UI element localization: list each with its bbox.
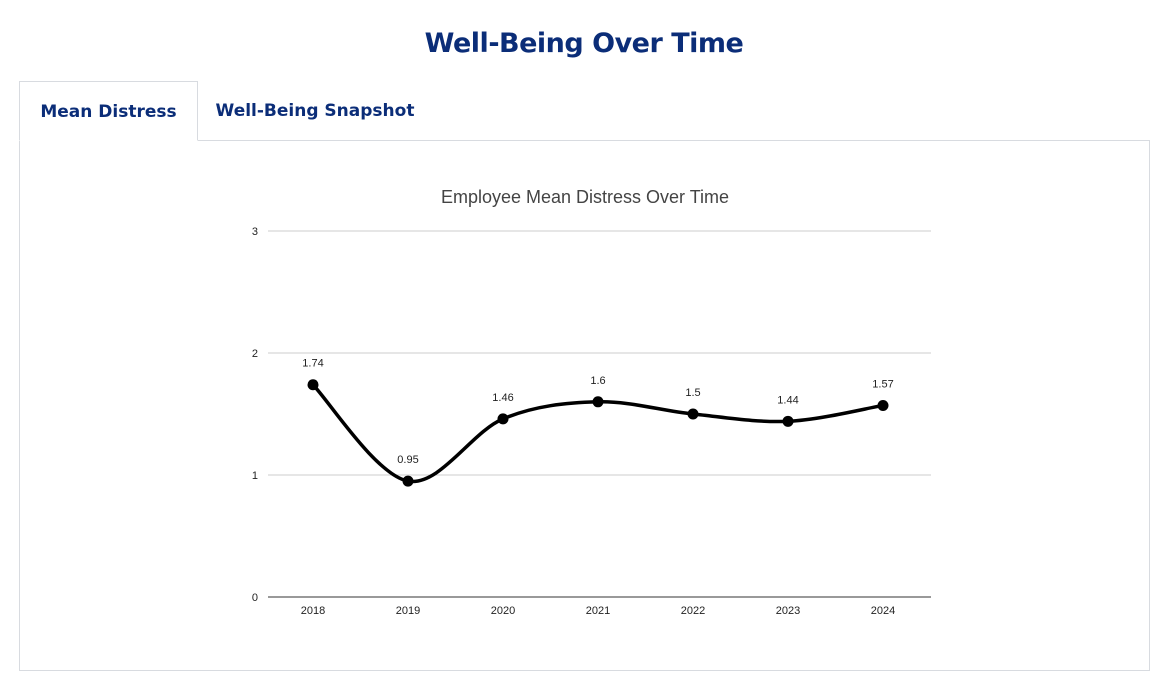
x-tick-label: 2020 <box>491 605 515 617</box>
x-tick-label: 2021 <box>586 605 610 617</box>
page-title: Well-Being Over Time <box>424 28 744 59</box>
data-point <box>307 379 319 391</box>
y-tick-label: 3 <box>252 226 258 238</box>
tab-well-being-snapshot[interactable]: Well-Being Snapshot <box>215 101 415 121</box>
y-tick-label: 0 <box>252 592 258 604</box>
data-point <box>592 396 604 408</box>
data-point <box>687 408 699 420</box>
data-label: 1.44 <box>777 394 798 406</box>
data-label: 0.95 <box>397 454 418 466</box>
tab-panel <box>19 140 1150 671</box>
x-tick-label: 2023 <box>776 605 800 617</box>
tab-mean-distress[interactable]: Mean Distress <box>19 81 198 141</box>
data-label: 1.57 <box>872 378 893 390</box>
data-label: 1.74 <box>302 358 323 370</box>
chart-title: Employee Mean Distress Over Time <box>441 187 729 207</box>
data-label: 1.6 <box>590 375 605 387</box>
x-tick-label: 2019 <box>396 605 420 617</box>
data-point <box>402 475 414 487</box>
y-tick-label: 1 <box>252 470 258 482</box>
x-tick-label: 2024 <box>871 605 895 617</box>
data-point <box>782 415 794 427</box>
data-point <box>497 413 509 425</box>
x-tick-label: 2022 <box>681 605 705 617</box>
data-label: 1.46 <box>492 392 513 404</box>
y-tick-label: 2 <box>252 348 258 360</box>
data-label: 1.5 <box>685 387 700 399</box>
data-point <box>877 399 889 411</box>
x-tick-label: 2018 <box>301 605 325 617</box>
